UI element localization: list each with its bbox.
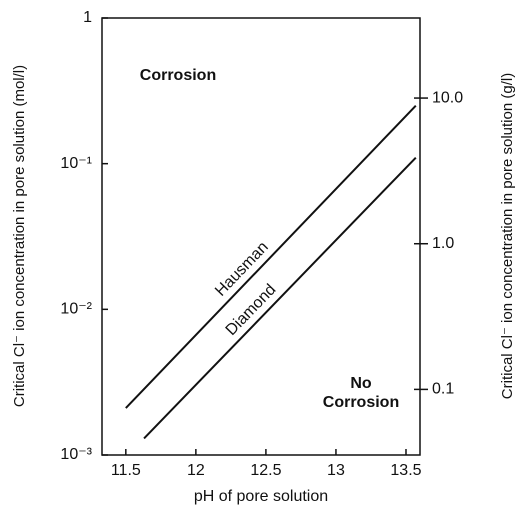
x-tick-label: 11.5	[111, 462, 141, 479]
plot-frame	[101, 17, 421, 456]
y-tick-label: 10⁻¹	[60, 155, 92, 172]
y-tick-label: 10⁻³	[60, 446, 92, 463]
annotation: Corrosion	[139, 67, 217, 84]
x-tick-label: 13	[327, 462, 345, 479]
y2-axis-label: Critical Cl⁻ ion concentration in pore s…	[499, 73, 516, 399]
x-tick-label: 13.5	[390, 462, 421, 479]
x-tick-label: 12	[187, 462, 205, 479]
y2-tick-label: 10.0	[432, 89, 463, 106]
line	[143, 156, 417, 440]
x-axis-label: pH of pore solution	[194, 488, 328, 505]
annotation: No Corrosion	[322, 375, 400, 411]
line	[125, 105, 417, 409]
y-tick-label: 10⁻²	[60, 301, 92, 318]
y2-tick-label: 0.1	[432, 381, 454, 398]
x-tick-label: 12.5	[250, 462, 281, 479]
y2-tick-label: 1.0	[432, 235, 454, 252]
y-tick-label: 1	[83, 9, 92, 26]
y-axis-label: Critical Cl⁻ ion concentration in pore s…	[11, 65, 28, 407]
